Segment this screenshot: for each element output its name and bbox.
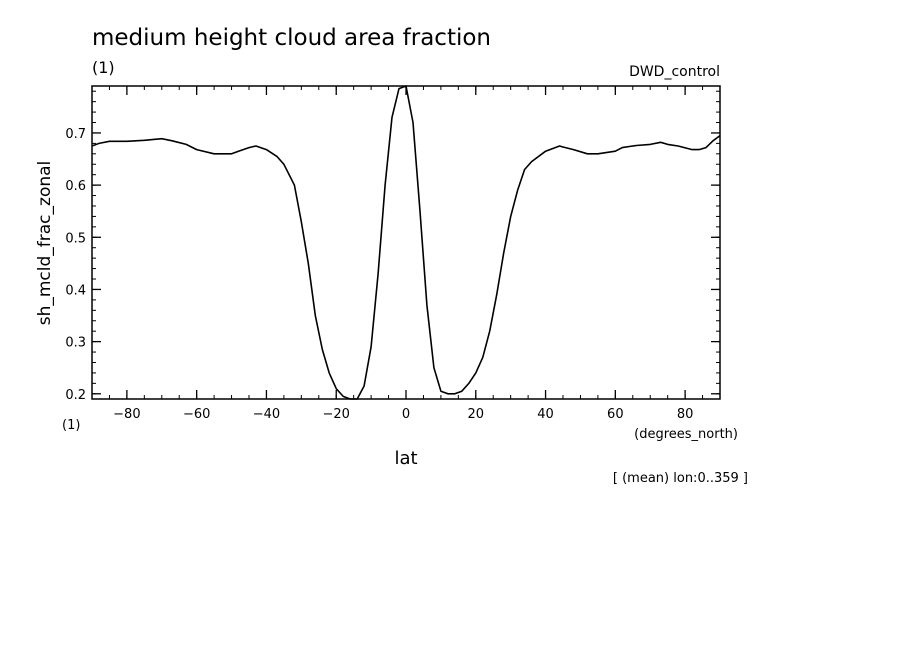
y-tick-label: 0.5	[65, 231, 86, 246]
y-tick-label: 0.4	[65, 283, 86, 298]
title-units: (1)	[92, 58, 115, 77]
x-tick-label: 80	[677, 407, 694, 422]
x-tick-label: 40	[537, 407, 554, 422]
chart-title: medium height cloud area fraction	[92, 25, 491, 51]
plot-frame	[91, 85, 721, 400]
y-tick-label: 0.3	[65, 336, 86, 351]
y-tick-label: 0.6	[65, 179, 86, 194]
x-axis-units: (degrees_north)	[634, 427, 738, 442]
x-tick-label: −20	[323, 407, 350, 422]
x-tick-label: −60	[183, 407, 210, 422]
x-tick-label: −40	[253, 407, 280, 422]
y-axis-units: (1)	[62, 418, 80, 433]
x-tick-label: 20	[468, 407, 485, 422]
x-axis-label: lat	[394, 448, 417, 469]
y-tick-label: 0.2	[65, 388, 86, 403]
x-axis: −80 −60 −40 −20 0 20 40 60 80	[91, 86, 721, 422]
series-layer	[91, 85, 721, 400]
y-tick-label: 0.7	[65, 127, 86, 142]
series-line	[91, 85, 721, 400]
averaging-note: [ (mean) lon:0..359 ]	[613, 471, 748, 486]
y-axis-label: sh_mcld_frac_zonal	[35, 161, 55, 326]
x-tick-label: 0	[402, 407, 410, 422]
run-label: DWD_control	[629, 64, 720, 80]
x-tick-label: 60	[607, 407, 624, 422]
y-axis: 0.2 0.3 0.4 0.5 0.6 0.7	[65, 90, 720, 403]
x-tick-label: −80	[113, 407, 140, 422]
